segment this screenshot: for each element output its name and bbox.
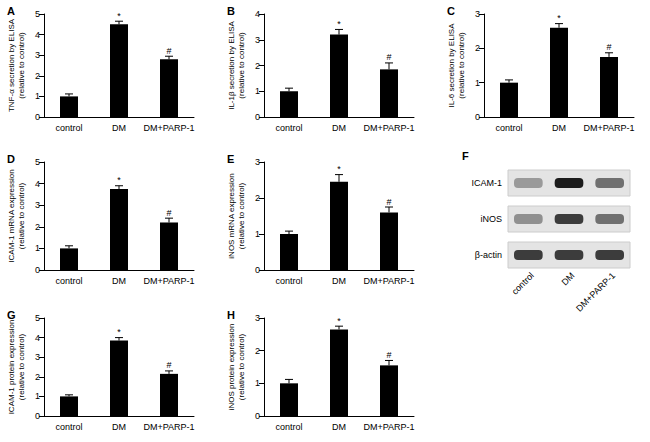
svg-text:(relative to control): (relative to control): [237, 334, 246, 401]
svg-text:DM+PARP-1: DM+PARP-1: [583, 123, 634, 133]
svg-text:2: 2: [35, 71, 40, 81]
svg-text:control: control: [55, 276, 82, 286]
svg-text:#: #: [166, 208, 171, 218]
svg-text:*: *: [557, 13, 561, 23]
svg-text:iNOS: iNOS: [480, 214, 502, 224]
svg-text:β-actin: β-actin: [475, 250, 502, 260]
svg-text:A: A: [7, 5, 15, 17]
svg-text:E: E: [227, 153, 234, 165]
svg-text:(relative to control): (relative to control): [17, 183, 26, 250]
svg-text:5: 5: [35, 9, 40, 19]
svg-text:TNF-α secretion by ELISA: TNF-α secretion by ELISA: [7, 18, 16, 112]
svg-text:1: 1: [255, 378, 260, 388]
svg-text:0: 0: [255, 265, 260, 275]
svg-text:control: control: [495, 123, 522, 133]
svg-text:iNOS mRNA expression: iNOS mRNA expression: [227, 173, 236, 258]
svg-text:#: #: [166, 46, 171, 56]
svg-text:G: G: [7, 309, 16, 321]
svg-text:DM: DM: [112, 123, 126, 133]
svg-text:H: H: [227, 309, 235, 321]
svg-text:(relative to control): (relative to control): [237, 183, 246, 250]
svg-text:2: 2: [255, 193, 260, 203]
svg-text:3: 3: [475, 9, 480, 19]
svg-text:DM: DM: [552, 123, 566, 133]
svg-text:control: control: [55, 422, 82, 432]
svg-text:5: 5: [35, 157, 40, 167]
svg-text:1: 1: [35, 243, 40, 253]
svg-text:1: 1: [35, 391, 40, 401]
svg-text:*: *: [337, 19, 341, 29]
svg-text:2: 2: [475, 43, 480, 53]
svg-text:(relative to control): (relative to control): [17, 334, 26, 401]
svg-text:ICAM-1 mRNA expression: ICAM-1 mRNA expression: [7, 169, 16, 262]
svg-text:DM+PARP-1: DM+PARP-1: [143, 276, 194, 286]
svg-text:#: #: [386, 350, 391, 360]
svg-text:2: 2: [255, 61, 260, 71]
svg-text:1: 1: [475, 78, 480, 88]
svg-text:DM: DM: [112, 422, 126, 432]
svg-text:3: 3: [35, 352, 40, 362]
svg-text:B: B: [227, 5, 235, 17]
svg-text:D: D: [7, 153, 15, 165]
svg-text:control: control: [275, 422, 302, 432]
svg-text:0: 0: [35, 411, 40, 421]
svg-text:control: control: [55, 123, 82, 133]
svg-text:3: 3: [35, 200, 40, 210]
svg-text:0: 0: [255, 112, 260, 122]
svg-text:3: 3: [255, 157, 260, 167]
svg-text:4: 4: [255, 9, 260, 19]
svg-text:5: 5: [35, 313, 40, 323]
svg-text:*: *: [337, 164, 341, 174]
svg-text:0: 0: [35, 265, 40, 275]
svg-text:*: *: [117, 327, 121, 337]
svg-text:iNOS protein expression: iNOS protein expression: [227, 324, 236, 411]
svg-text:0: 0: [475, 112, 480, 122]
svg-text:(relative to control): (relative to control): [237, 32, 246, 99]
svg-text:0: 0: [35, 112, 40, 122]
svg-text:1: 1: [255, 86, 260, 96]
svg-text:DM: DM: [112, 276, 126, 286]
svg-text:*: *: [117, 11, 121, 21]
svg-text:DM: DM: [332, 276, 346, 286]
svg-text:#: #: [166, 360, 171, 370]
svg-text:ICAM-1 protein expression: ICAM-1 protein expression: [7, 320, 16, 415]
svg-text:2: 2: [255, 346, 260, 356]
svg-text:control: control: [510, 270, 536, 296]
svg-text:2: 2: [35, 222, 40, 232]
svg-text:control: control: [275, 123, 302, 133]
svg-text:IL-1β secretion by ELISA: IL-1β secretion by ELISA: [227, 21, 236, 110]
svg-text:F: F: [462, 150, 469, 162]
svg-text:2: 2: [35, 372, 40, 382]
svg-text:IL-6 secretion by ELISA: IL-6 secretion by ELISA: [447, 23, 456, 108]
svg-text:1: 1: [255, 229, 260, 239]
svg-text:1: 1: [35, 91, 40, 101]
svg-text:0: 0: [255, 411, 260, 421]
svg-text:DM: DM: [560, 270, 577, 287]
svg-text:3: 3: [255, 313, 260, 323]
svg-text:C: C: [447, 5, 455, 17]
svg-text:(relative to control): (relative to control): [457, 32, 466, 99]
svg-text:#: #: [386, 52, 391, 62]
svg-text:*: *: [117, 175, 121, 185]
svg-text:DM: DM: [332, 422, 346, 432]
svg-text:DM+PARP-1: DM+PARP-1: [143, 123, 194, 133]
svg-text:DM+PARP-1: DM+PARP-1: [574, 270, 617, 313]
svg-text:*: *: [337, 316, 341, 326]
svg-text:DM+PARP-1: DM+PARP-1: [143, 422, 194, 432]
svg-text:#: #: [386, 197, 391, 207]
svg-text:4: 4: [35, 179, 40, 189]
svg-text:#: #: [606, 42, 611, 52]
svg-text:DM+PARP-1: DM+PARP-1: [363, 276, 414, 286]
svg-text:4: 4: [35, 333, 40, 343]
svg-text:DM+PARP-1: DM+PARP-1: [363, 422, 414, 432]
svg-text:DM: DM: [332, 123, 346, 133]
svg-text:ICAM-1: ICAM-1: [471, 178, 502, 188]
svg-text:3: 3: [255, 35, 260, 45]
svg-text:4: 4: [35, 30, 40, 40]
svg-text:control: control: [275, 276, 302, 286]
svg-text:3: 3: [35, 50, 40, 60]
svg-text:(relative to control): (relative to control): [17, 32, 26, 99]
svg-text:DM+PARP-1: DM+PARP-1: [363, 123, 414, 133]
